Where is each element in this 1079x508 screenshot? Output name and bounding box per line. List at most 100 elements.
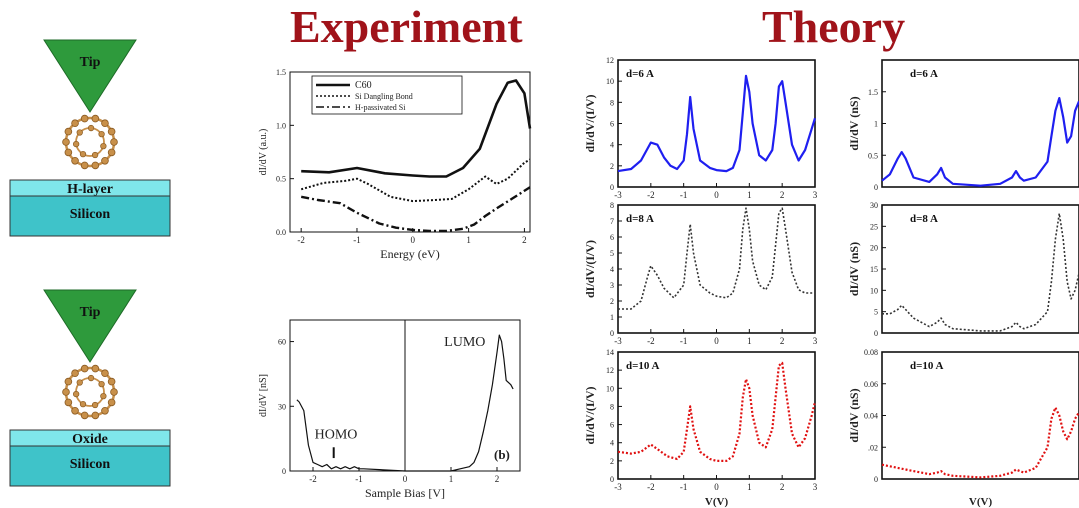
y-tick-label: 6: [610, 421, 614, 430]
x-tick-label: 1: [747, 482, 752, 492]
surface-layer-label: Oxide: [72, 432, 108, 447]
c60-atom: [110, 138, 118, 146]
c60-atom: [80, 114, 89, 123]
y-tick-label: 4: [610, 439, 614, 448]
y-tick-label: 0: [874, 183, 878, 192]
c60-atom: [100, 392, 107, 400]
y-tick-label: 0: [282, 467, 286, 476]
c60-atom: [98, 130, 105, 138]
y-tick-label: 0: [874, 475, 878, 484]
y-tick-label: 6: [610, 120, 614, 129]
x-axis-label: Energy (eV): [380, 247, 439, 261]
series-line-exp-top: [300, 186, 531, 233]
x-tick-label: 3: [813, 190, 818, 200]
y-tick-label: 3: [610, 281, 614, 290]
silicon-substrate-label: Silicon: [70, 207, 111, 222]
x-tick-label: 1: [466, 235, 471, 245]
y-tick-label: 1: [874, 120, 878, 129]
y-axis-label: dI/dV [nS]: [258, 374, 269, 417]
y-tick-label: 10: [870, 286, 878, 295]
c60-atom: [91, 151, 99, 159]
legend-box: [311, 75, 463, 115]
c60-atom: [87, 374, 95, 382]
y-tick-label: 4: [610, 141, 614, 150]
c60-atom: [71, 406, 79, 415]
y-tick-label: 30: [278, 402, 286, 411]
y-tick-label: 0.08: [864, 348, 878, 357]
series-line-th2-8A: [882, 212, 1079, 332]
panel-distance-label: d=10 A: [910, 360, 944, 372]
c60-atom: [87, 124, 95, 132]
c60-atom: [76, 129, 83, 136]
y-tick-label: 0.0: [276, 228, 286, 237]
x-tick-label: 2: [780, 482, 785, 492]
c60-atom: [64, 148, 73, 157]
y-tick-label: 12: [606, 366, 614, 375]
c60-atom: [91, 114, 100, 123]
c60-atom: [98, 380, 105, 388]
c60-atom: [71, 369, 79, 378]
x-tick-label: 1: [449, 474, 454, 484]
tip-label: Tip: [80, 305, 101, 320]
panel-distance-label: d=8 A: [910, 213, 938, 225]
peak-annotation: HOMO: [315, 428, 358, 443]
y-tick-label: 5: [610, 249, 614, 258]
panel-distance-label: d=8 A: [626, 213, 654, 225]
x-tick-label: -2: [647, 482, 655, 492]
tip-label: Tip: [80, 55, 101, 70]
c60-atom: [107, 377, 116, 386]
x-tick-label: 0: [714, 482, 719, 492]
y-tick-label: 1.5: [276, 68, 286, 77]
series-line-exp-top: [300, 158, 531, 203]
x-tick-label: -3: [614, 336, 622, 346]
c60-atom: [91, 411, 100, 420]
peak-annotation: LUMO: [444, 335, 485, 350]
silicon-substrate: [9, 445, 171, 487]
y-axis-label: dI/dV/(I/V): [583, 240, 597, 298]
y-tick-label: .02: [868, 443, 878, 452]
plot-frame: [881, 204, 1079, 334]
y-axis-label: dI/dV/(I/V): [583, 386, 597, 444]
x-tick-label: 0: [411, 235, 416, 245]
x-tick-label: -1: [680, 336, 688, 346]
c60-atom: [107, 127, 116, 136]
y-axis-label: dI/dV (a.u.): [258, 129, 269, 176]
panel-distance-label: d=6 A: [910, 68, 938, 80]
panel-distance-label: d=6 A: [626, 68, 654, 80]
y-tick-label: 0.5: [868, 151, 878, 160]
y-tick-label: 5: [874, 308, 878, 317]
y-tick-label: 7: [610, 217, 614, 226]
x-tick-label: 0: [714, 190, 719, 200]
x-axis-label: V(V): [705, 496, 729, 508]
c60-atom: [73, 140, 80, 148]
y-tick-label: 0.5: [276, 175, 286, 184]
y-tick-label: 15: [870, 265, 878, 274]
theory-heading: Theory: [762, 1, 906, 52]
x-tick-label: 1: [747, 336, 752, 346]
y-tick-label: 14: [606, 348, 614, 357]
surface-layer-label: H-layer: [67, 182, 113, 197]
y-axis-label: dI/dV (nS): [847, 96, 861, 150]
c60-atom: [64, 377, 73, 386]
y-tick-label: 20: [870, 244, 878, 253]
x-tick-label: 1: [747, 190, 752, 200]
tip-icon: [43, 289, 137, 363]
x-tick-label: 2: [522, 235, 527, 245]
y-tick-label: 2: [610, 297, 614, 306]
c60-atom: [91, 161, 100, 170]
c60-atom: [110, 388, 118, 396]
c60-atom: [62, 388, 70, 396]
silicon-substrate: [9, 195, 171, 237]
x-tick-label: 3: [813, 482, 818, 492]
c60-atom: [64, 398, 73, 407]
x-tick-label: 2: [780, 336, 785, 346]
y-tick-label: 60: [278, 338, 286, 347]
series-line-th-6A: [617, 74, 817, 173]
legend-entry: H-passivated Si: [355, 103, 406, 112]
y-tick-label: 0: [610, 183, 614, 192]
legend-entry: C60: [355, 80, 372, 91]
y-tick-label: 2: [610, 162, 614, 171]
y-tick-label: 0: [874, 329, 878, 338]
c60-atom: [107, 148, 116, 157]
